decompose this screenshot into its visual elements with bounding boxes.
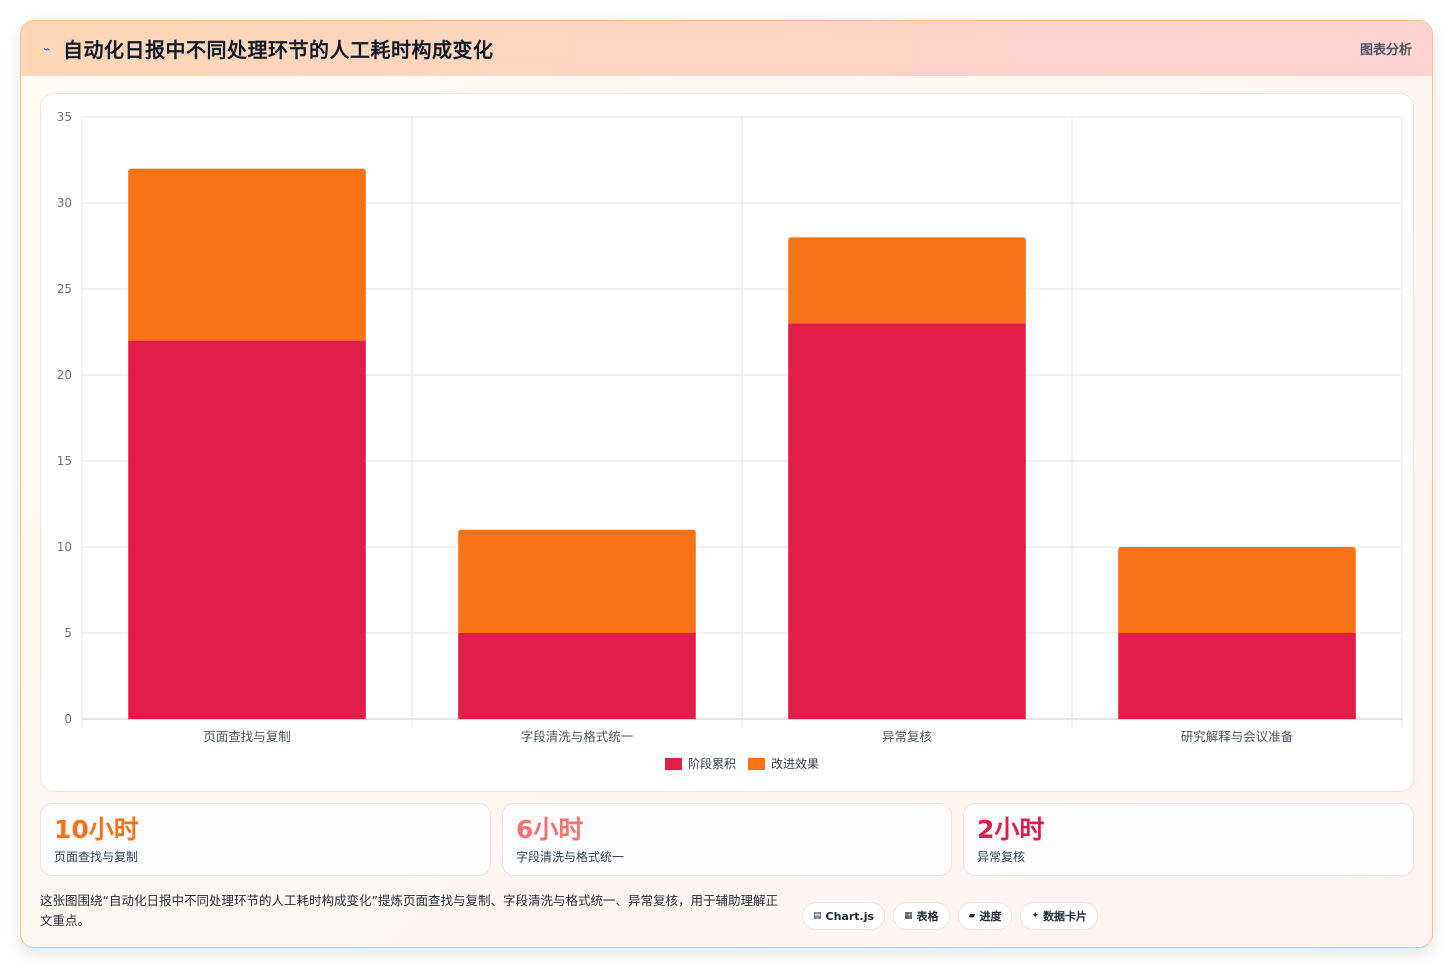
pill-label: 数据卡片 — [1043, 910, 1088, 923]
stat-card-3: 2小时 异常复核 — [963, 803, 1414, 876]
stat-label: 页面查找与复制 — [54, 850, 139, 864]
y-tick-label: 20 — [57, 368, 72, 382]
chart-card: ⌁ 自动化日报中不同处理环节的人工耗时构成变化 图表分析 0 5 10 15 20 25 3… — [20, 20, 1433, 948]
x-tick-label: 字段清洗与格式统一 — [521, 729, 634, 744]
table-icon: ▦ — [904, 911, 913, 921]
stat-value: 2小时 — [977, 815, 1045, 844]
bar-segment — [458, 529, 696, 633]
y-tick-label: 25 — [57, 282, 72, 296]
bar-segment — [128, 168, 366, 341]
card-header: ⌁ 自动化日报中不同处理环节的人工耗时构成变化 图表分析 — [21, 21, 1432, 76]
x-tick-label: 异常复核 — [882, 729, 933, 744]
bar-segment — [788, 323, 1026, 719]
page-title: 自动化日报中不同处理环节的人工耗时构成变化 — [63, 38, 494, 62]
legend-label: 改进效果 — [771, 756, 819, 771]
stat-value: 10小时 — [54, 815, 139, 844]
bar-segment — [1118, 547, 1356, 633]
y-tick-label: 10 — [57, 540, 72, 554]
legend-swatch — [665, 758, 682, 770]
chart-icon: ▤ — [813, 911, 822, 921]
pill-data-card[interactable]: ✦ 数据卡片 — [1020, 902, 1099, 930]
pill-label: Chart.js — [825, 909, 875, 923]
stat-label: 字段清洗与格式统一 — [516, 850, 625, 864]
bar-segment — [128, 340, 366, 719]
pill-label: 表格 — [916, 910, 939, 923]
y-tick-label: 30 — [57, 196, 72, 210]
y-tick-label: 0 — [64, 712, 72, 726]
y-tick-label: 35 — [57, 110, 72, 124]
stat-card-2: 6小时 字段清洗与格式统一 — [502, 803, 952, 876]
sparkle-icon: ✦ — [1031, 911, 1040, 921]
feature-pills: ▤ Chart.js ▦ 表格 ▰ 进度 ✦ 数据卡片 — [802, 902, 1099, 930]
chart-panel: 0 5 10 15 20 25 30 35 页面查找与复制 字段清洗与格式统一 异常复核 研究解释与会… — [40, 93, 1414, 792]
header-left: ⌁ 自动化日报中不同处理环节的人工耗时构成变化 — [41, 34, 494, 63]
y-tick-label: 5 — [64, 626, 72, 640]
header-tag: 图表分析 — [1359, 43, 1412, 58]
x-tick-label: 研究解释与会议准备 — [1181, 729, 1294, 744]
legend-swatch — [748, 758, 765, 770]
stat-label: 异常复核 — [977, 850, 1026, 864]
pill-table[interactable]: ▦ 表格 — [893, 902, 950, 930]
stat-card-1: 10小时 页面查找与复制 — [40, 803, 491, 876]
trend-icon: ⌁ — [43, 41, 51, 56]
bar-segment — [1118, 633, 1356, 719]
pill-progress[interactable]: ▰ 进度 — [957, 902, 1013, 930]
bar-segment — [458, 633, 696, 719]
x-tick-label: 页面查找与复制 — [203, 729, 291, 744]
bar-segment — [788, 237, 1026, 324]
y-tick-label: 15 — [57, 454, 72, 468]
legend-label: 阶段累积 — [688, 756, 736, 771]
stat-value: 6小时 — [516, 815, 584, 844]
pill-chartjs[interactable]: ▤ Chart.js — [802, 902, 886, 930]
pill-label: 进度 — [979, 910, 1002, 923]
stacked-bar-chart: 0 5 10 15 20 25 30 35 页面查找与复制 字段清洗与格式统一 异常复核 研究解释与会… — [57, 110, 1403, 771]
chart-description: 这张图围绕“自动化日报中不同处理环节的人工耗时构成变化”提炼页面查找与复制、字段… — [40, 893, 778, 928]
progress-icon: ▰ — [968, 911, 976, 921]
